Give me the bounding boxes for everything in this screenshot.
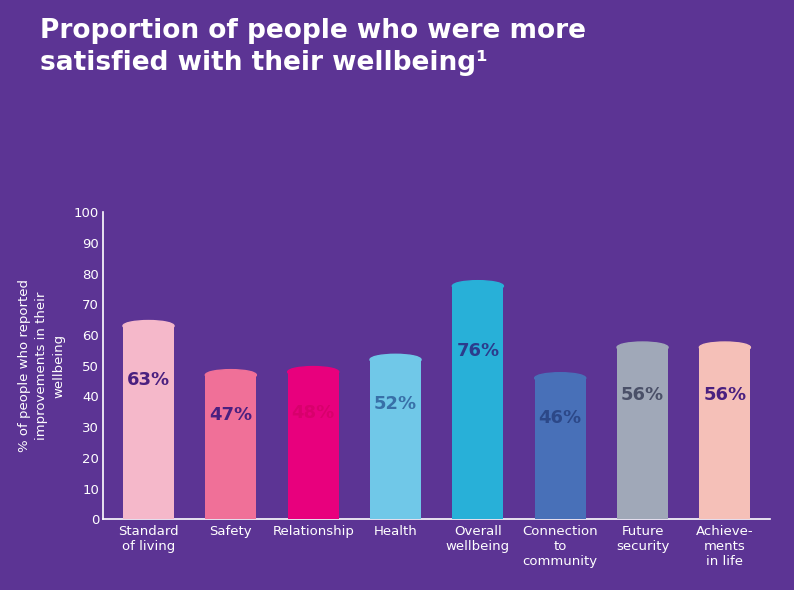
- Bar: [617, 348, 668, 519]
- Text: 47%: 47%: [210, 407, 252, 424]
- Text: 56%: 56%: [621, 386, 664, 405]
- Ellipse shape: [287, 366, 339, 378]
- Ellipse shape: [370, 354, 421, 365]
- Text: 56%: 56%: [703, 386, 746, 405]
- Bar: [370, 360, 421, 519]
- Bar: [534, 378, 586, 519]
- Bar: [206, 375, 256, 519]
- Y-axis label: % of people who reported
improvements in their
wellbeing: % of people who reported improvements in…: [18, 279, 65, 453]
- Bar: [453, 286, 503, 519]
- Text: 63%: 63%: [127, 371, 170, 389]
- Text: 76%: 76%: [457, 342, 499, 360]
- Ellipse shape: [206, 369, 256, 381]
- Ellipse shape: [534, 373, 586, 384]
- Text: Proportion of people who were more
satisfied with their wellbeing¹: Proportion of people who were more satis…: [40, 18, 586, 76]
- Bar: [700, 348, 750, 519]
- Ellipse shape: [123, 320, 174, 331]
- Ellipse shape: [617, 342, 668, 353]
- Ellipse shape: [700, 342, 750, 353]
- Text: 48%: 48%: [291, 404, 335, 422]
- Text: 46%: 46%: [538, 409, 582, 427]
- Text: 52%: 52%: [374, 395, 417, 414]
- Bar: [287, 372, 339, 519]
- Ellipse shape: [453, 281, 503, 291]
- Bar: [123, 326, 174, 519]
